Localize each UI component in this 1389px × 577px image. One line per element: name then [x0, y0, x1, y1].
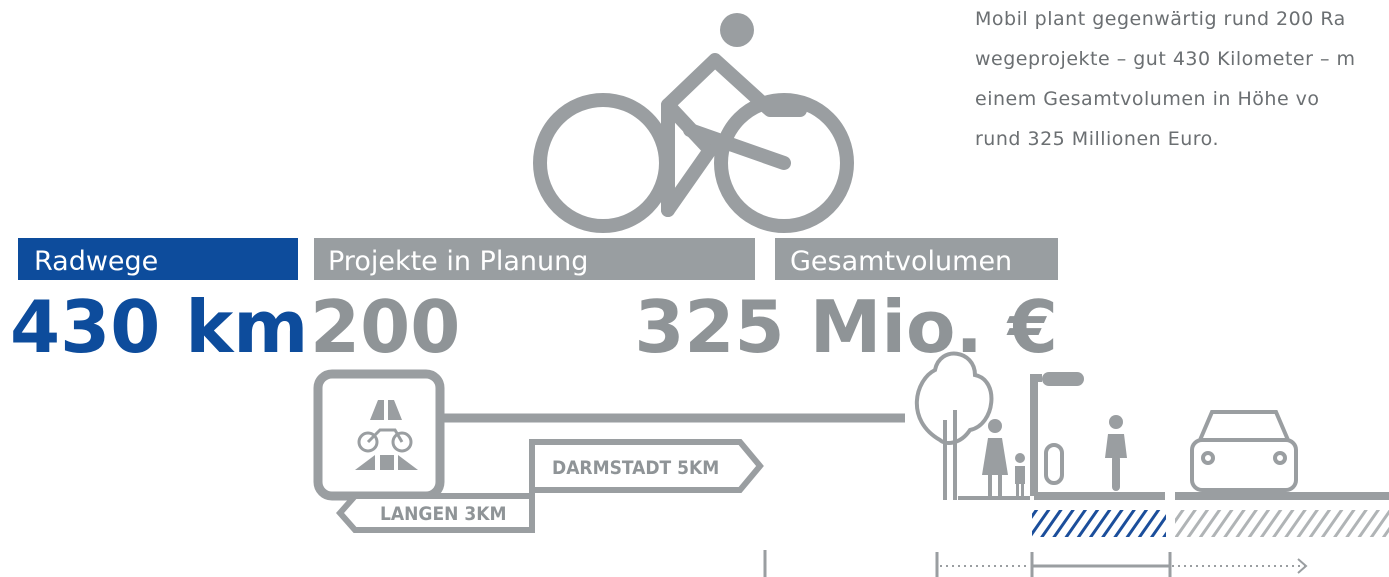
paragraph-line: rund 325 Millionen Euro. — [975, 128, 1219, 150]
paragraph-line: einem Gesamtvolumen in Höhe vo — [975, 88, 1320, 110]
stat-label: Radwege — [34, 246, 158, 277]
paragraph-line: wegeprojekte – gut 430 Kilometer – m — [975, 48, 1356, 70]
stat-label: Gesamtvolumen — [790, 246, 1012, 277]
stat-value: 200 — [310, 285, 460, 369]
bicycle-icon — [540, 13, 847, 226]
stat-value: 325 Mio. € — [634, 285, 1058, 369]
infographic: Mobil plant gegenwärtig rund 200 Ra wege… — [0, 0, 1389, 577]
stat-value: 430 km — [10, 285, 308, 369]
sign-text: LANGEN 3KM — [380, 503, 507, 525]
bike-lane-hatch — [1032, 510, 1166, 537]
page: Mobil plant gegenwärtig rund 200 Ra wege… — [0, 0, 1389, 577]
paragraph-line: Mobil plant gegenwärtig rund 200 Ra — [975, 8, 1346, 30]
stat-label: Projekte in Planung — [328, 246, 588, 277]
road-hatch — [1175, 510, 1389, 537]
bike-lane-icon — [355, 400, 418, 470]
street-scene — [765, 354, 1389, 577]
sign-text: DARMSTADT 5KM — [552, 457, 719, 479]
